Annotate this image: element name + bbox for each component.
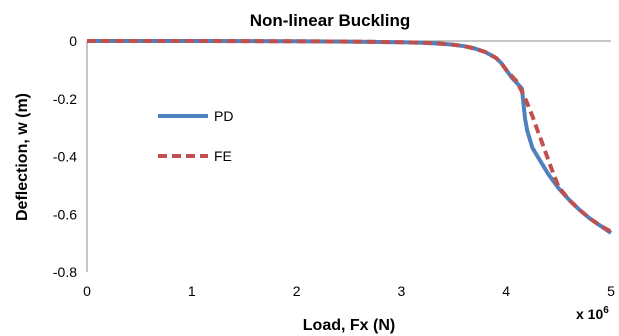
x-tick-label: 5 (607, 283, 615, 299)
y-tick-label: -0.8 (53, 264, 77, 280)
x-tick-labels: 0 1 2 3 4 5 (83, 283, 615, 299)
legend: PD FE (158, 108, 233, 164)
x-axis-title: Load, Fx (N) (303, 317, 395, 334)
x-tick-label: 2 (293, 283, 301, 299)
x-tick-label: 3 (398, 283, 406, 299)
legend-label-pd: PD (214, 108, 233, 124)
chart-title: Non-linear Buckling (250, 11, 411, 30)
series-line-fe (87, 39, 612, 234)
y-axis-title: Deflection, w (m) (14, 93, 31, 221)
y-tick-label: -0.2 (53, 91, 77, 107)
x-multiplier-base: x 10 (576, 306, 603, 322)
x-tick-label: 0 (83, 283, 91, 299)
series-line-pd (87, 39, 613, 235)
y-tick-labels: 0 -0.2 -0.4 -0.6 -0.8 (53, 33, 77, 280)
y-tick-label: -0.4 (53, 149, 77, 165)
x-tick-label: 4 (502, 283, 510, 299)
legend-label-fe: FE (214, 148, 232, 164)
y-tick-label: 0 (69, 33, 77, 49)
x-multiplier: x 106 (576, 305, 609, 322)
x-tick-label: 1 (188, 283, 196, 299)
x-multiplier-exponent: 6 (603, 305, 609, 316)
series-lines (87, 39, 613, 235)
y-tick-label: -0.6 (53, 206, 77, 222)
